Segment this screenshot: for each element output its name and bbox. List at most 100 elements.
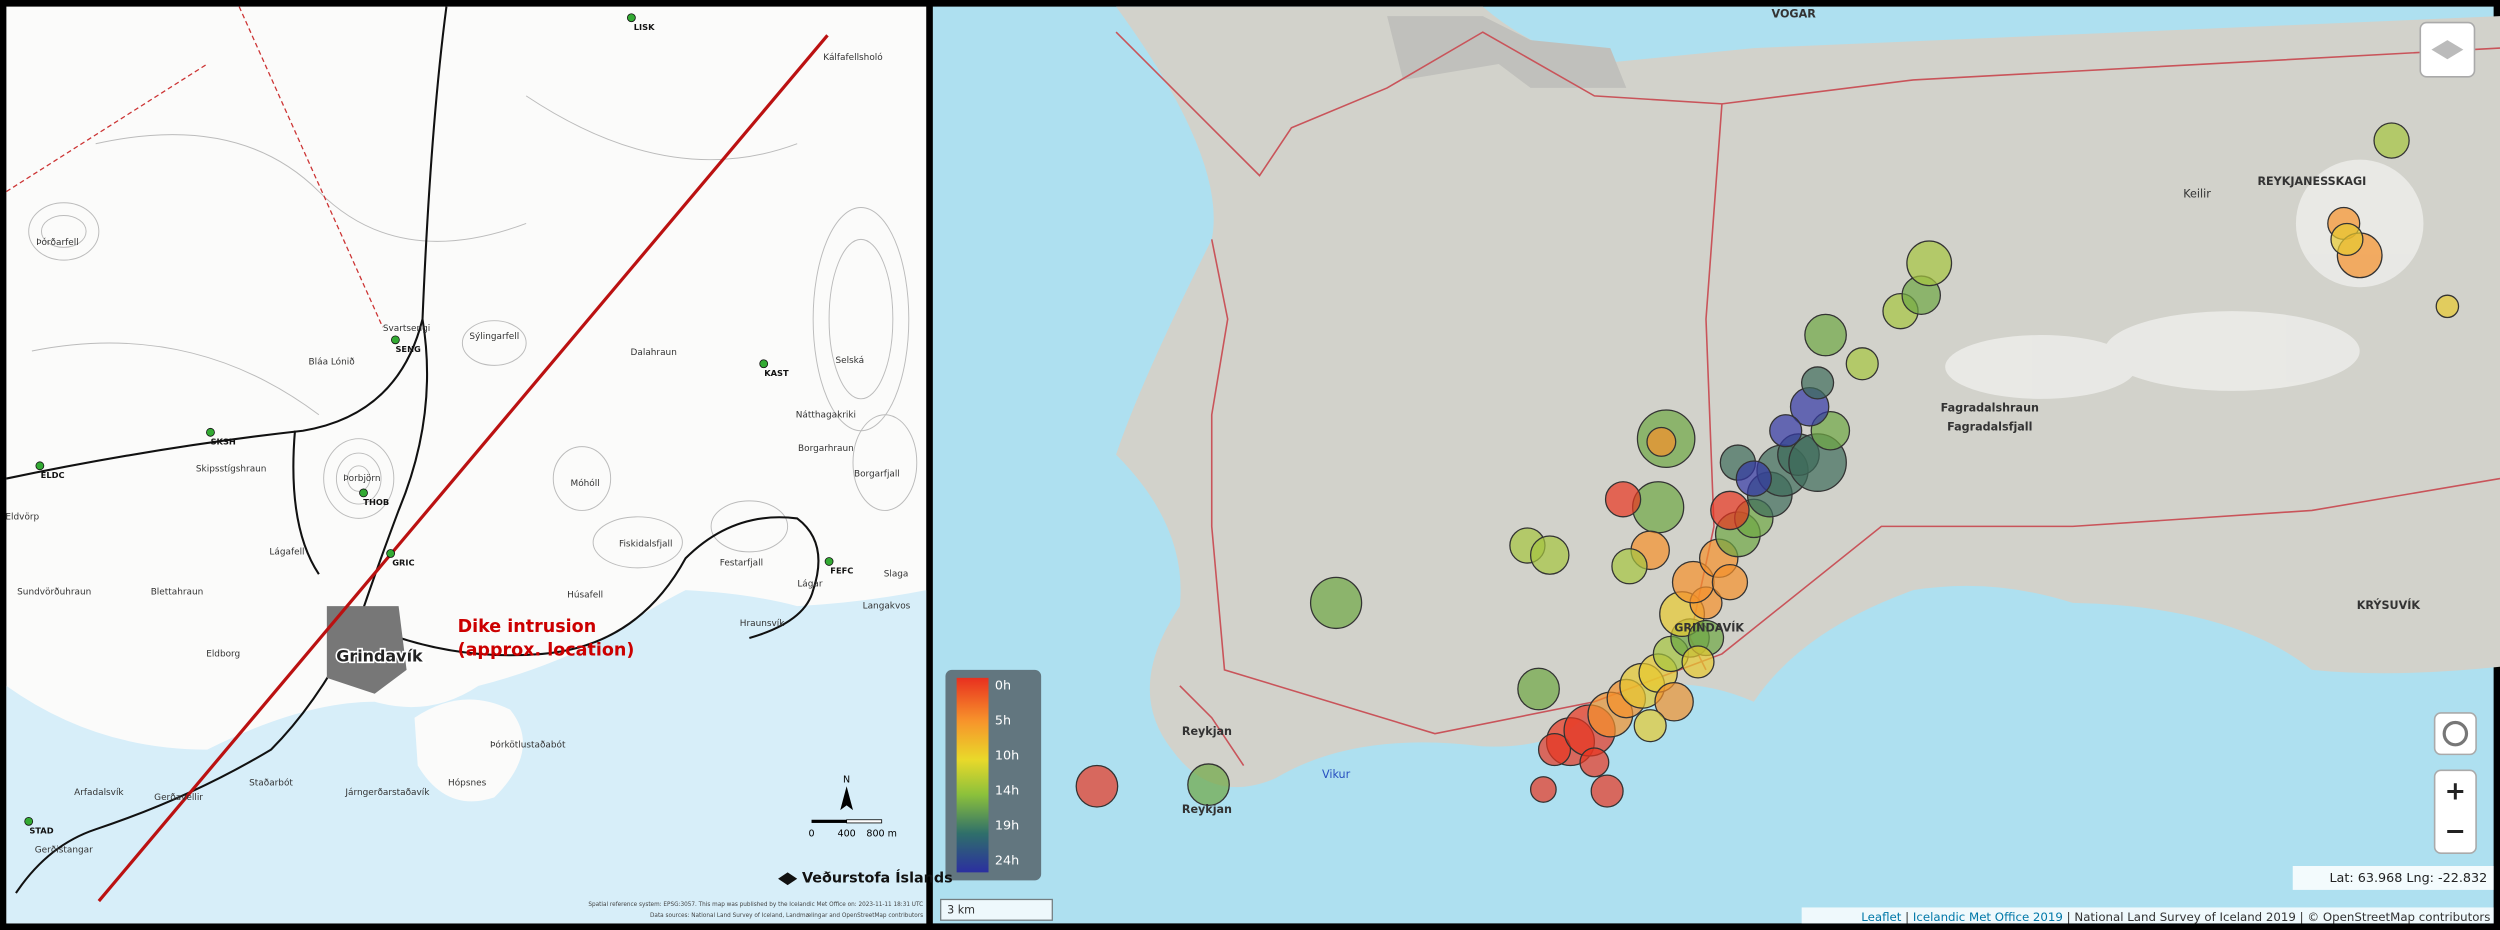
place-label: Þorbjörn <box>343 474 380 484</box>
scale-bar <box>811 819 847 823</box>
town-label: Grindavík <box>336 647 423 666</box>
earthquake <box>1845 347 1879 381</box>
place-label: Lágafell <box>269 547 304 557</box>
legend-label: 0h <box>995 678 1011 693</box>
earthquake <box>1529 776 1557 803</box>
scale-bar <box>846 819 883 824</box>
north-arrow <box>840 786 853 811</box>
place-label: Fagradalsfjall <box>1947 421 2032 434</box>
place-label: Fiskidalsfjall <box>619 539 672 549</box>
attribution-item[interactable]: Icelandic Met Office 2019 <box>1913 910 2063 924</box>
attribution: Leaflet | Icelandic Met Office 2019 | Na… <box>1861 910 2490 924</box>
attribution-box <box>1801 907 2494 924</box>
place-label: REYKJANESSKAGI <box>2257 175 2366 188</box>
separator: | <box>2063 910 2074 924</box>
station-label: KAST <box>764 368 789 378</box>
station-label: FEFC <box>830 566 853 576</box>
place-label: Reykjan <box>1182 803 1232 816</box>
peninsula <box>414 699 523 802</box>
place-label: Keilir <box>2183 188 2211 201</box>
station-marker <box>35 461 45 471</box>
coords: Lat: 63.968 Lng: -22.832 <box>2329 871 2487 886</box>
scale-label: 0 <box>809 829 815 840</box>
place-label: GRINDAVÍK <box>1674 621 1744 634</box>
town-area <box>1387 16 1627 88</box>
place-label: Bláa Lónið <box>309 357 355 368</box>
annotation: (approx. location) <box>458 641 635 661</box>
place-label: KRÝSUVÍK <box>2357 599 2421 612</box>
place-label: Sundvörðuhraun <box>17 587 91 597</box>
place-label: Eldborg <box>206 649 240 659</box>
earthquake <box>1187 763 1230 807</box>
earthquake <box>1654 681 1694 722</box>
place-label: Gerðistangar <box>35 846 93 856</box>
attribution-item: National Land Survey of Iceland 2019 <box>2074 910 2296 924</box>
station-marker <box>206 427 215 437</box>
place-label: Staðarbót <box>249 778 293 789</box>
place-label: Móhóll <box>571 478 600 489</box>
place-label: Dalahraun <box>631 348 677 358</box>
town <box>326 606 407 694</box>
earthquake <box>1681 645 1715 679</box>
place-label: Þórkötlustaðabót <box>490 739 566 750</box>
place-label: Gerðavellir <box>154 793 203 803</box>
legend-label: 14h <box>995 784 1019 799</box>
station-marker <box>386 549 396 558</box>
station-marker <box>391 335 400 345</box>
north-label: N <box>843 774 850 785</box>
legend-label: 5h <box>995 713 1011 728</box>
place-label: Reykjan <box>1182 725 1232 738</box>
place-label: Eldvörp <box>5 512 39 522</box>
scale-label: 400 <box>838 829 856 840</box>
station-label: THOB <box>363 497 389 507</box>
annotation: Dike intrusion <box>458 617 597 637</box>
earthquake <box>1537 733 1572 767</box>
earthquake <box>1906 240 1953 287</box>
place-label: Skipsstígshraun <box>196 464 267 474</box>
earthquake <box>2435 294 2460 319</box>
zoom-out[interactable]: − <box>2445 817 2466 847</box>
scale-label: 800 m <box>866 829 897 840</box>
scale-box <box>940 898 1053 921</box>
station-marker <box>24 816 34 826</box>
legend-label: 24h <box>995 854 1019 869</box>
earthquake <box>1632 481 1685 534</box>
place-label: Selská <box>835 356 864 366</box>
station-label: SKSH <box>211 436 236 446</box>
coords-box <box>2292 865 2494 890</box>
place-label: Þórðarfell <box>36 237 79 248</box>
left-map <box>6 6 927 924</box>
place-label: Arfadalsvík <box>74 788 124 798</box>
legend-label: 19h <box>995 819 1019 834</box>
station-label: SENG <box>395 344 421 354</box>
legend-label: 10h <box>995 748 1019 763</box>
zoom-in[interactable]: + <box>2445 777 2466 807</box>
earthquake <box>1646 426 1677 457</box>
earthquake <box>1633 709 1667 743</box>
dike-line <box>97 34 829 903</box>
earthquake <box>1529 535 1570 575</box>
layers-icon <box>2431 40 2464 60</box>
earthquake <box>1804 313 1847 357</box>
place-label: Nátthagakriki <box>796 410 856 420</box>
station-marker <box>759 359 769 369</box>
place-label: Sýlingarfell <box>469 332 519 342</box>
place-label: Hópsnes <box>448 778 487 789</box>
place-label: Slaga <box>884 570 909 580</box>
place-label: VOGAR <box>1772 8 1817 21</box>
place-label: Kálfafellsholó <box>823 52 882 63</box>
attribution-item[interactable]: Leaflet <box>1861 910 1901 924</box>
place-label: Borgarfjall <box>854 469 900 479</box>
help-icon <box>2442 720 2469 747</box>
place-label: Langakvos <box>863 602 911 612</box>
earthquake <box>1710 490 1750 531</box>
contours <box>28 95 918 569</box>
place-label: Húsafell <box>567 590 603 600</box>
power-lines <box>6 6 384 328</box>
place-label: Borgarhraun <box>798 444 854 454</box>
separator: | <box>2296 910 2307 924</box>
place-label: Járngerðarstaðavík <box>344 788 430 798</box>
earthquake <box>1309 576 1363 630</box>
help-button[interactable] <box>2433 712 2477 756</box>
